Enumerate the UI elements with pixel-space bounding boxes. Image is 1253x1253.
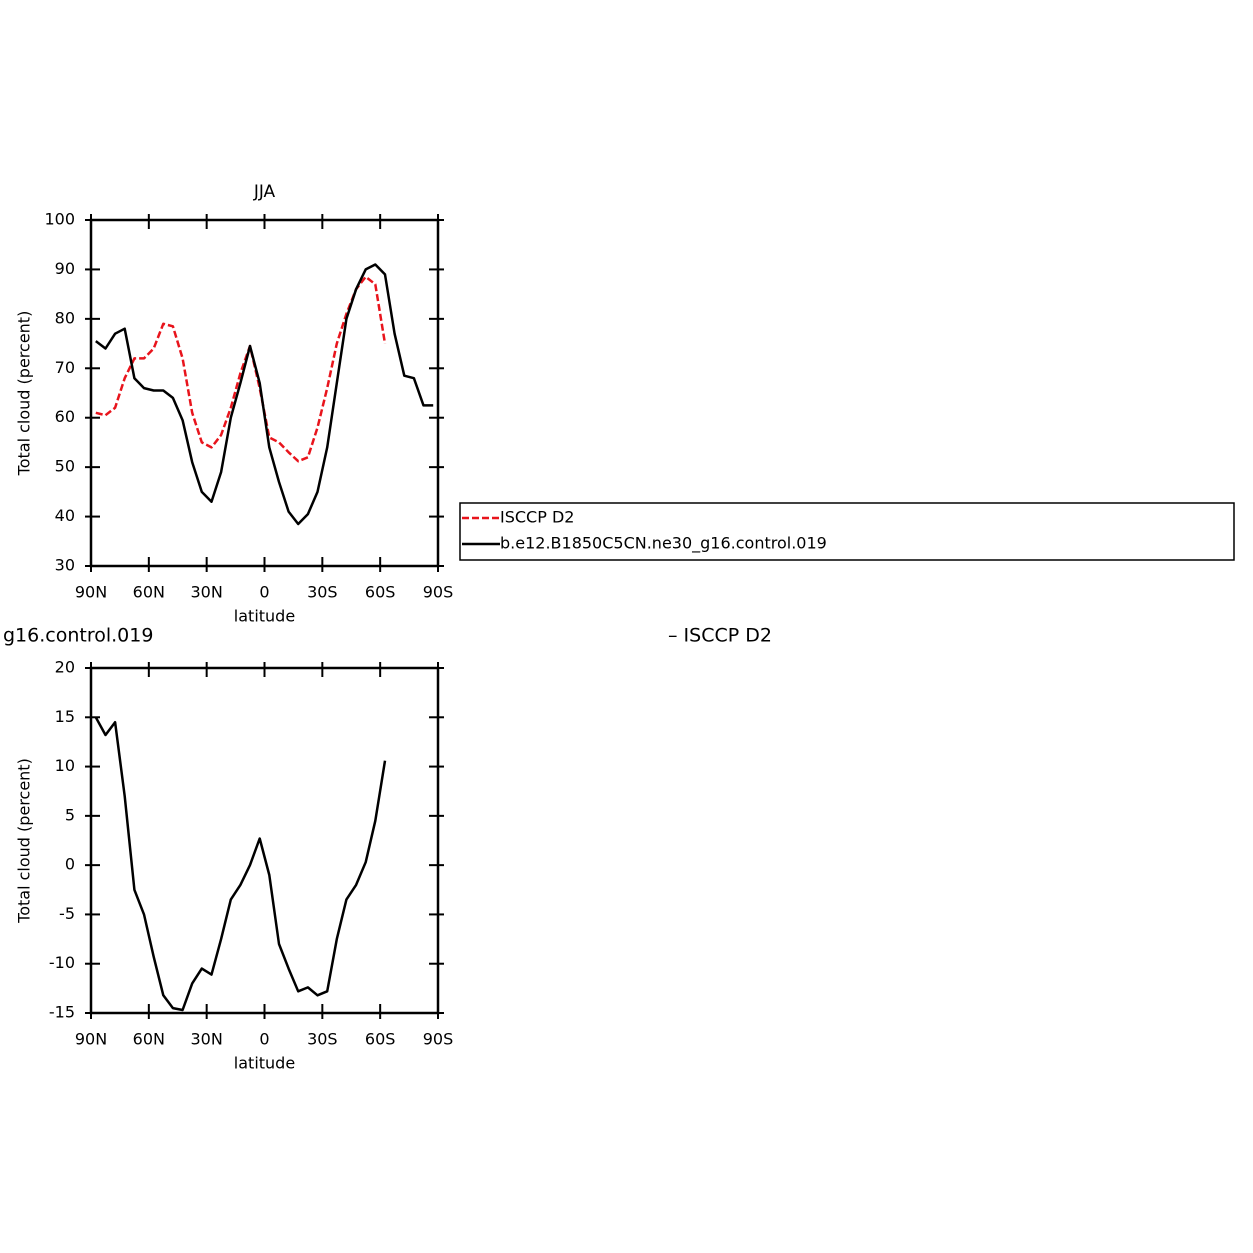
y-tick-label: 20 xyxy=(55,658,75,677)
legend-label: b.e12.B1850C5CN.ne30_g16.control.019 xyxy=(500,534,827,554)
y-tick-label: 15 xyxy=(55,707,75,726)
y-axis-label: Total cloud (percent) xyxy=(15,758,34,924)
x-tick-label: 60S xyxy=(365,1030,396,1049)
chart-title: g16.control.019 xyxy=(3,625,153,647)
y-tick-label: 100 xyxy=(44,210,75,229)
x-tick-label: 60S xyxy=(365,583,396,602)
data-line xyxy=(95,275,387,463)
x-tick-label: 90S xyxy=(423,1030,454,1049)
legend-label: ISCCP D2 xyxy=(500,508,574,527)
chart-title: JJA xyxy=(253,182,276,202)
chart-title: – ISCCP D2 xyxy=(668,625,772,647)
x-tick-label: 60N xyxy=(133,1030,165,1049)
y-tick-label: 50 xyxy=(55,457,75,476)
x-tick-label: 30S xyxy=(307,1030,338,1049)
y-tick-label: 60 xyxy=(55,407,75,426)
x-axis-label: latitude xyxy=(234,607,295,626)
y-tick-label: 5 xyxy=(65,805,75,824)
x-tick-label: 30N xyxy=(191,583,223,602)
plot-frame xyxy=(89,218,440,568)
y-tick-label: 40 xyxy=(55,506,75,525)
y-tick-label: -5 xyxy=(59,904,75,923)
data-line xyxy=(94,716,387,1012)
y-tick-label: -15 xyxy=(49,1003,75,1022)
legend: ISCCP D2 b.e12.B1850C5CN.ne30_g16.control… xyxy=(459,502,1235,561)
legend-box xyxy=(459,502,1235,561)
y-axis-label: Total cloud (percent) xyxy=(15,311,34,477)
y-tick-label: 30 xyxy=(55,556,75,575)
y-tick-label: 80 xyxy=(55,308,75,327)
x-tick-label: 0 xyxy=(259,1030,269,1049)
y-tick-label: 10 xyxy=(55,756,75,775)
y-tick-label: 0 xyxy=(65,855,75,874)
x-tick-label: 90N xyxy=(75,1030,107,1049)
data-line xyxy=(95,263,434,526)
x-tick-label: 60N xyxy=(133,583,165,602)
plot-frame xyxy=(89,666,440,1015)
x-tick-label: 90S xyxy=(423,583,454,602)
y-tick-label: 70 xyxy=(55,358,75,377)
x-tick-label: 90N xyxy=(75,583,107,602)
x-tick-label: 30S xyxy=(307,583,338,602)
x-axis-label: latitude xyxy=(234,1054,295,1073)
y-tick-label: -10 xyxy=(49,953,75,972)
x-tick-label: 0 xyxy=(259,583,269,602)
y-tick-label: 90 xyxy=(55,259,75,278)
x-tick-label: 30N xyxy=(191,1030,223,1049)
